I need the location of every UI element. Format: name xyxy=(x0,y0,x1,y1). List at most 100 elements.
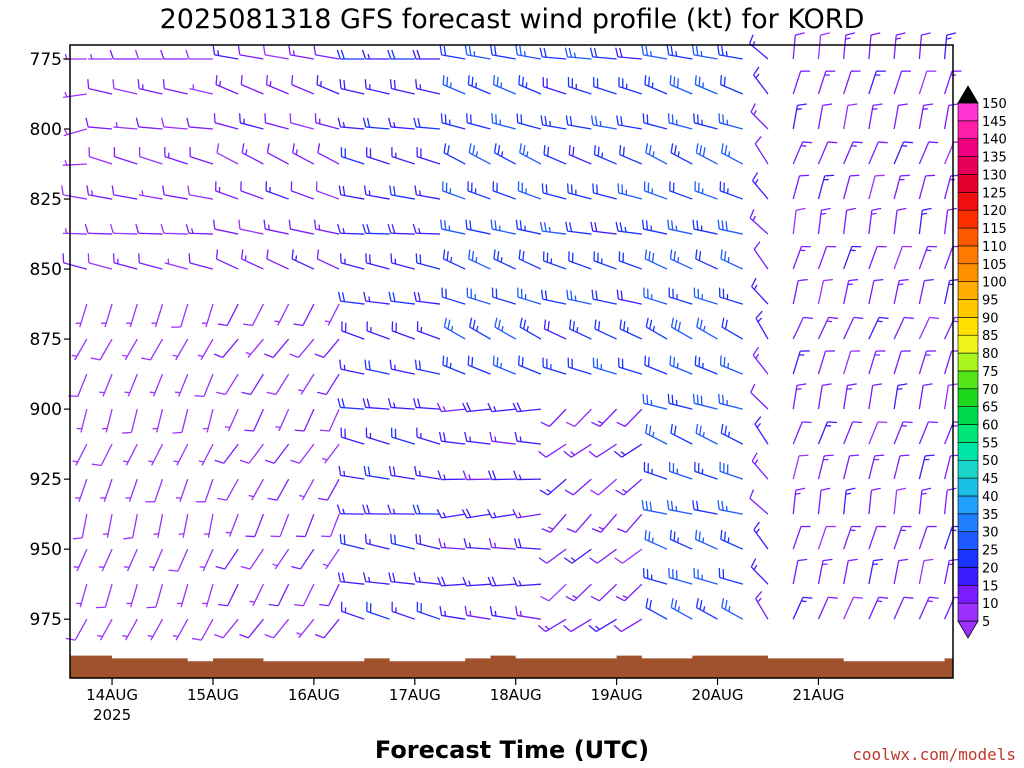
wind-barb xyxy=(590,478,618,496)
wind-barb xyxy=(178,514,189,538)
wind-barb xyxy=(893,245,912,270)
wind-barb xyxy=(213,113,239,130)
wind-barb xyxy=(694,529,718,550)
wind-barb xyxy=(538,443,567,458)
wind-barb xyxy=(147,618,164,641)
wind-barb xyxy=(667,219,693,235)
wind-barb xyxy=(391,601,416,620)
wind-barb xyxy=(591,408,618,427)
x-axis-title: Forecast Time (UTC) xyxy=(375,736,649,764)
wind-barb xyxy=(893,596,914,620)
wind-barb xyxy=(134,49,163,60)
wind-barb xyxy=(817,207,831,235)
wind-barb xyxy=(97,618,113,641)
wind-barb xyxy=(817,421,837,445)
wind-barb xyxy=(755,590,769,620)
x-tick-label: 15AUG xyxy=(187,686,239,704)
x-tick-label: 20AUG xyxy=(692,686,744,704)
wind-barb xyxy=(337,572,365,585)
wind-barb xyxy=(918,141,939,165)
wind-barb xyxy=(272,548,290,570)
wind-barb xyxy=(313,219,340,235)
wind-barb xyxy=(720,249,744,270)
wind-barb xyxy=(365,253,390,270)
wind-barb xyxy=(176,583,189,608)
wind-barb xyxy=(616,408,643,427)
y-tick-label: 900 xyxy=(30,400,62,420)
wind-barb xyxy=(339,533,365,550)
wind-barb xyxy=(613,443,643,458)
wind-barb xyxy=(338,465,365,480)
wind-barb xyxy=(249,583,265,607)
wind-barb xyxy=(540,115,567,130)
wind-barb xyxy=(943,278,960,305)
wind-barb xyxy=(843,421,863,445)
wind-barb xyxy=(720,423,744,445)
wind-barb xyxy=(340,601,365,620)
colorbar-label: 115 xyxy=(982,222,1007,237)
wind-barb xyxy=(321,443,340,464)
wind-barb xyxy=(241,143,264,165)
wind-barb xyxy=(695,143,718,165)
wind-barb xyxy=(754,416,769,445)
wind-barb xyxy=(591,513,618,533)
wind-barb xyxy=(749,34,769,60)
wind-barb xyxy=(153,514,164,538)
wind-barb xyxy=(468,143,491,165)
wind-barb xyxy=(436,509,466,519)
wind-barb xyxy=(314,113,340,130)
wind-barb xyxy=(721,317,744,340)
wind-barb xyxy=(387,398,415,410)
wind-barb xyxy=(918,32,931,60)
wind-barb xyxy=(337,223,365,235)
wind-barb xyxy=(111,185,138,200)
y-tick-label: 825 xyxy=(30,190,62,210)
wind-barb xyxy=(492,181,516,200)
wind-barb xyxy=(388,291,415,305)
wind-barb xyxy=(296,618,315,639)
wind-barb xyxy=(135,117,163,130)
wind-barb xyxy=(289,338,315,359)
wind-barb xyxy=(490,45,516,60)
colorbar-swatch xyxy=(957,459,979,479)
wind-barb xyxy=(241,373,264,396)
colorbar-label: 25 xyxy=(982,544,999,559)
wind-barb xyxy=(792,103,807,130)
wind-barb xyxy=(464,431,491,445)
wind-barb xyxy=(817,383,832,410)
wind-barb xyxy=(817,103,833,130)
wind-barb xyxy=(239,443,264,464)
wind-barb xyxy=(100,478,113,503)
wind-barb xyxy=(694,75,718,95)
wind-barb xyxy=(264,113,289,130)
wind-barb xyxy=(362,504,390,515)
wind-barb xyxy=(792,174,809,200)
wind-barb xyxy=(366,147,390,165)
wind-barb xyxy=(642,568,668,585)
wind-barb xyxy=(160,223,188,235)
wind-barb xyxy=(590,583,618,602)
wind-barb xyxy=(291,548,315,570)
wind-barb xyxy=(615,47,642,60)
wind-barb xyxy=(337,291,365,305)
wind-barb xyxy=(564,47,592,60)
credit-link[interactable]: coolwx.com/models xyxy=(852,745,1016,764)
wind-barb xyxy=(563,618,592,633)
wind-barb xyxy=(141,338,164,361)
wind-barb xyxy=(593,145,617,165)
wind-barb xyxy=(565,408,592,427)
wind-barb xyxy=(518,355,542,375)
wind-barb xyxy=(243,303,264,327)
wind-barb xyxy=(266,143,289,165)
wind-barb xyxy=(752,346,769,375)
wind-barb xyxy=(336,49,365,60)
wind-barb xyxy=(413,398,441,410)
wind-barb xyxy=(76,583,88,608)
wind-barb xyxy=(843,596,863,620)
wind-barb xyxy=(172,618,189,641)
wind-barb xyxy=(88,147,113,165)
wind-barb xyxy=(293,303,315,327)
wind-barb xyxy=(642,113,668,130)
colorbar-swatch xyxy=(957,120,979,140)
